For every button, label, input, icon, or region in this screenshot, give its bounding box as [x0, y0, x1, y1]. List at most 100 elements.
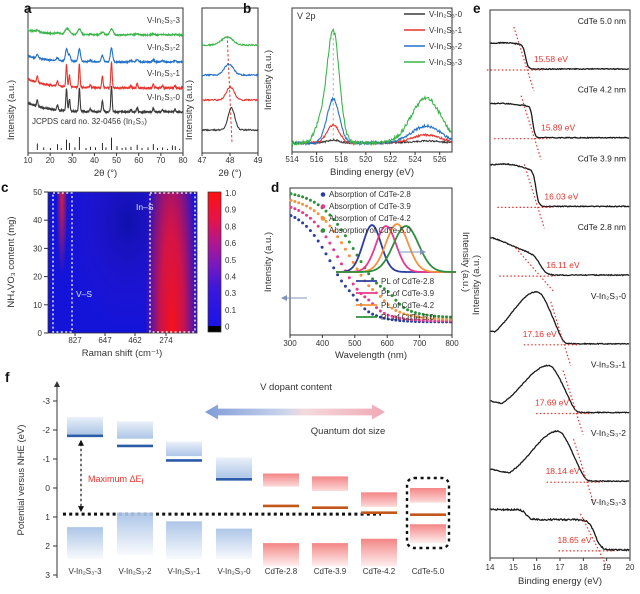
inset-curve-v-in-s-3 — [201, 36, 259, 47]
x-tick-label: 500 — [348, 339, 362, 348]
absorption-dot — [305, 196, 308, 200]
absorption-dot — [413, 315, 417, 319]
series-label-v-in-s-2: V-In₂S₃-2 — [147, 43, 181, 52]
absorption-dot — [301, 202, 305, 206]
axes-frame — [289, 187, 453, 336]
absorption-dot — [340, 279, 343, 283]
absorption-dot — [328, 259, 332, 263]
absorption-dot — [390, 314, 394, 318]
x-tick-label: 10 — [24, 156, 33, 165]
absorption-dot — [359, 260, 363, 264]
column-label-v-in-s-0: V-In₂S₃-0 — [217, 567, 251, 576]
series-label-v-in-s-1: V-In₂S₃-1 — [591, 360, 626, 370]
absorption-dot — [367, 298, 371, 302]
x-axis-label: Raman shift (cm⁻¹) — [82, 348, 163, 359]
series-label-cdte-3.9-nm: CdTe 3.9 nm — [578, 153, 626, 163]
absorption-dot — [382, 287, 386, 291]
series-label-v-in-s-2: V-In₂S₃-2 — [591, 428, 626, 438]
absorption-dot — [316, 239, 320, 243]
absorption-dot — [445, 317, 448, 321]
panel-e-binding-energy-cutoff: 14151617181920Binding energy (eV)Intensi… — [471, 9, 635, 587]
absorption-dot — [347, 240, 351, 244]
legend-label-v-in-s-1: V-In₂S₃-1 — [429, 26, 463, 35]
x-axis-label: Wavelength (nm) — [335, 350, 407, 361]
series-label-v-in-s-3: V-In₂S₃-3 — [147, 16, 181, 25]
x-tick-label: 520 — [359, 155, 373, 164]
absorption-dot — [316, 224, 320, 228]
x-axis-label: 2θ (°) — [94, 168, 117, 179]
legend-dot-absorption-of-cdte-4.2 — [320, 216, 326, 221]
series-label-cdte-4.2-nm: CdTe 4.2 nm — [578, 85, 626, 95]
colorbar-tick-label: 0.9 — [225, 206, 237, 215]
absorption-dot — [301, 195, 305, 199]
column-label-cdte-2.8: CdTe-2.8 — [265, 567, 298, 576]
absorption-dot — [421, 318, 425, 322]
y-tick-label: 1 — [45, 512, 50, 522]
y-axis-label: Intensity (a.u.) — [263, 50, 274, 110]
xrd-curve-v-in-s-0 — [27, 86, 184, 115]
x-tick-label: 647 — [98, 336, 112, 345]
legend-label-v-in-s-3: V-In₂S₃-3 — [429, 58, 463, 67]
series-label-v-in-s-1: V-In₂S₃-1 — [147, 69, 181, 78]
colorbar-zero-band — [208, 326, 221, 332]
legend-label-pl-of-cdte-3.9: PL of CdTe-3.9 — [381, 289, 435, 298]
legend-label-pl-of-cdte-4.2: PL of CdTe-4.2 — [381, 301, 435, 310]
absorption-dot — [425, 313, 429, 317]
band-cb-v-in-s-3 — [67, 416, 103, 435]
pl-curve-pl-of-cdte-5.0 — [336, 225, 456, 273]
panel-letter-b: b — [243, 1, 252, 16]
band-vb-cdte-4.2 — [361, 538, 397, 567]
absorption-dot — [394, 298, 398, 302]
absorption-dot — [437, 314, 441, 318]
cutoff-value-v-in-s-1: 17.69 eV — [535, 398, 569, 408]
x-tick-label: 48 — [226, 156, 235, 165]
legend-label-v-in-s-2: V-In₂S₃-2 — [429, 42, 463, 51]
absorption-dot — [390, 306, 394, 310]
absorption-dot — [324, 252, 328, 256]
absorption-dot — [316, 212, 320, 216]
absorption-dot — [398, 316, 402, 320]
x-tick-label: 300 — [283, 339, 297, 348]
absorption-dot — [441, 317, 445, 321]
absorption-dot — [293, 207, 297, 211]
absorption-dot — [390, 318, 394, 322]
x-tick-label: 16 — [532, 563, 541, 572]
absorption-dot — [336, 235, 340, 239]
xrd-curve-v-in-s-1 — [27, 61, 184, 91]
axes-frame — [291, 7, 453, 153]
absorption-dot — [425, 318, 429, 322]
region-box-v-s — [52, 192, 73, 333]
absorption-dot — [328, 241, 332, 245]
band-vb-v-in-s-3 — [67, 527, 103, 560]
region-label-v-s: V–S — [76, 289, 92, 299]
absorption-dot — [312, 209, 316, 213]
absorption-dot — [328, 213, 332, 217]
absorption-dot — [375, 281, 378, 285]
x-tick-label: 462 — [128, 336, 142, 345]
absorption-dot — [332, 248, 336, 252]
x-tick-label: 60 — [134, 156, 143, 165]
x-tick-label: 700 — [413, 339, 427, 348]
absorption-dot — [312, 220, 316, 224]
x-tick-label: 400 — [316, 339, 330, 348]
arrow-label-qd-size: Quantum dot size — [311, 426, 385, 437]
absorption-dot — [324, 235, 328, 239]
absorption-dot — [363, 295, 367, 299]
y-tick-label: 0 — [45, 483, 50, 493]
legend-dot-absorption-of-cdte-2.8 — [320, 192, 326, 197]
absorption-dot — [394, 309, 398, 312]
colorbar-tick-label: 0.4 — [225, 273, 237, 282]
y-tick-label: 10 — [33, 301, 42, 310]
band-vb-v-in-s-1 — [166, 521, 202, 560]
cutoff-value-v-in-s-3: 18.65 eV — [557, 535, 591, 545]
y-axis-label: NH₄VO₃ content (mg) — [6, 216, 17, 307]
y-axis-label: Intensity (a.u.) — [6, 80, 17, 140]
series-label-v-in-s-0: V-In₂S₃-0 — [591, 291, 626, 301]
arrowhead — [420, 249, 426, 255]
x-tick-label: 20 — [626, 563, 635, 572]
arrow-label-v-dopant: V dopant content — [260, 382, 332, 393]
absorption-dot — [445, 315, 448, 319]
cutoff-value-cdte-2.8-nm: 16.11 eV — [546, 260, 580, 270]
series-label-v-in-s-0: V-In₂S₃-0 — [147, 93, 181, 102]
